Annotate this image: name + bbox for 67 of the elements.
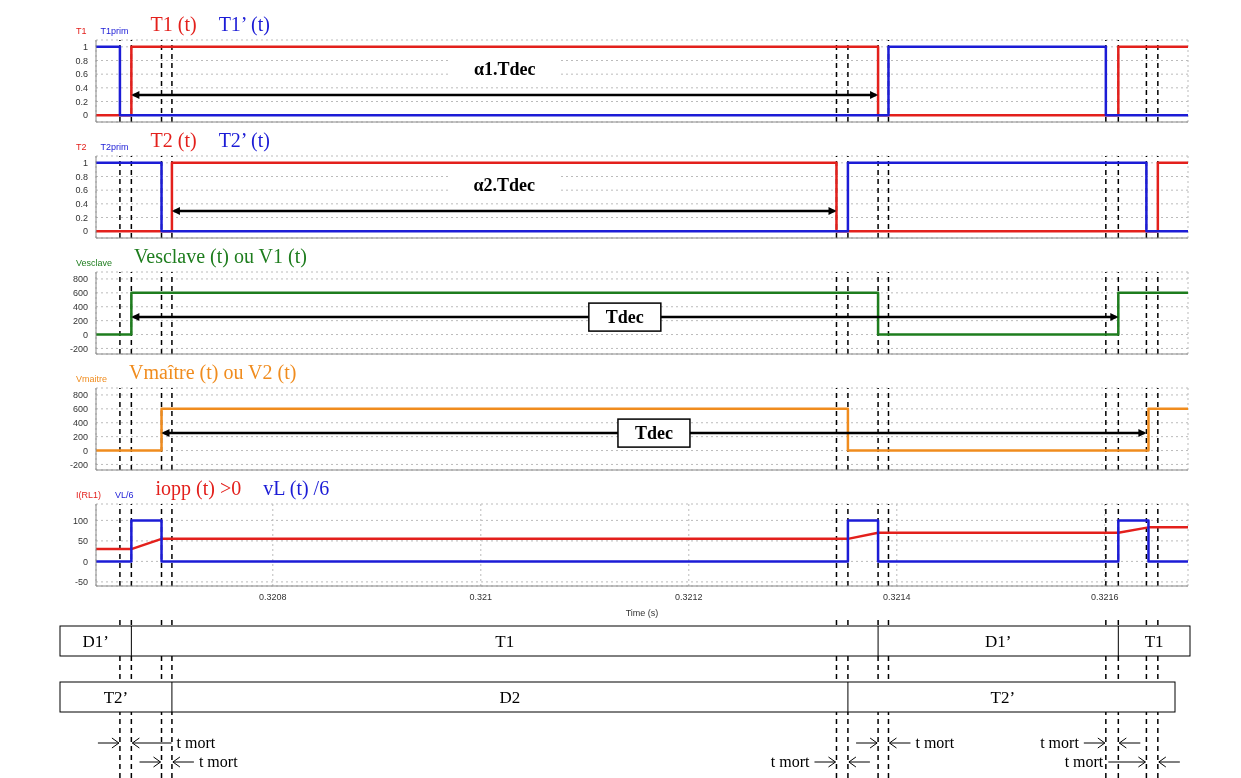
text: Vesclave	[76, 258, 113, 268]
y-tick-label: 400	[72, 417, 88, 428]
y-tick-label: -200	[69, 343, 88, 354]
y-tick-label: 0	[82, 445, 88, 456]
text: T1	[1144, 632, 1164, 651]
text: D1’	[984, 632, 1012, 651]
text: D2	[499, 688, 521, 707]
text: T1 (t)	[150, 13, 197, 36]
text: Vmaitre	[76, 374, 108, 384]
text: I(RL1)	[76, 490, 102, 500]
series-label: T2prim	[100, 142, 129, 152]
text: t mort	[915, 734, 955, 751]
x-tick-label: 0.3216	[1091, 592, 1119, 603]
y-tick-label: 800	[72, 274, 88, 285]
y-tick-label: 400	[72, 301, 88, 312]
y-tick-label: -200	[69, 459, 88, 470]
y-tick-label: 1	[82, 42, 88, 53]
annotation: α1.Tdec	[473, 58, 536, 79]
text: T1	[76, 26, 87, 36]
y-tick-label: 0.6	[75, 69, 88, 80]
y-tick-label: 0.4	[75, 199, 88, 210]
y-tick-label: 200	[72, 431, 88, 442]
y-tick-label: 50	[77, 536, 88, 547]
y-tick-label: 0.4	[75, 83, 88, 94]
text: T2 (t)	[150, 129, 197, 152]
x-tick-label: 0.3208	[259, 592, 287, 603]
y-tick-label: 600	[72, 288, 88, 299]
y-tick-label: 0.8	[75, 171, 88, 182]
annotation: α2.Tdec	[473, 174, 535, 195]
text: t mort	[1064, 753, 1104, 770]
text: iopp (t) >0	[155, 477, 242, 500]
text: vL (t) /6	[263, 477, 330, 500]
annotation: Tdec	[634, 423, 673, 444]
y-tick-label: 0.8	[75, 55, 88, 66]
text: t mort	[1040, 734, 1080, 751]
y-tick-label: 1	[82, 158, 88, 169]
x-tick-label: 0.3214	[883, 592, 911, 603]
text: T1’ (t)	[218, 13, 270, 36]
text: t mort	[770, 753, 811, 770]
text: T2’ (t)	[218, 129, 270, 152]
text: T2’	[990, 688, 1016, 707]
y-tick-label: 0.2	[75, 212, 88, 223]
y-tick-label: 0	[82, 226, 88, 237]
x-tick-label: 0.3212	[675, 592, 703, 603]
text: T2’	[103, 688, 129, 707]
y-tick-label: 0	[82, 110, 88, 121]
text: D1’	[82, 632, 109, 651]
x-axis-title: Time (s)	[625, 608, 659, 618]
y-tick-label: 0	[82, 329, 88, 340]
annotation: Tdec	[605, 307, 644, 328]
text: T2	[76, 142, 87, 152]
y-tick-label: -50	[74, 577, 88, 588]
series-label: T1prim	[100, 26, 129, 36]
text: Vmaître (t) ou V2 (t)	[129, 361, 297, 384]
text: VL/6	[115, 490, 134, 500]
x-tick-label: 0.321	[469, 592, 493, 603]
text: T1	[495, 632, 515, 651]
y-tick-label: 0.2	[75, 96, 88, 107]
y-tick-label: 100	[72, 515, 88, 526]
text: t mort	[176, 734, 216, 751]
text: Vesclave (t) ou V1 (t)	[134, 245, 307, 268]
y-tick-label: 200	[72, 315, 88, 326]
y-tick-label: 0	[82, 556, 88, 567]
y-tick-label: 600	[72, 404, 88, 415]
y-tick-label: 800	[72, 390, 88, 401]
y-tick-label: 0.6	[75, 185, 88, 196]
text: t mort	[198, 753, 239, 770]
